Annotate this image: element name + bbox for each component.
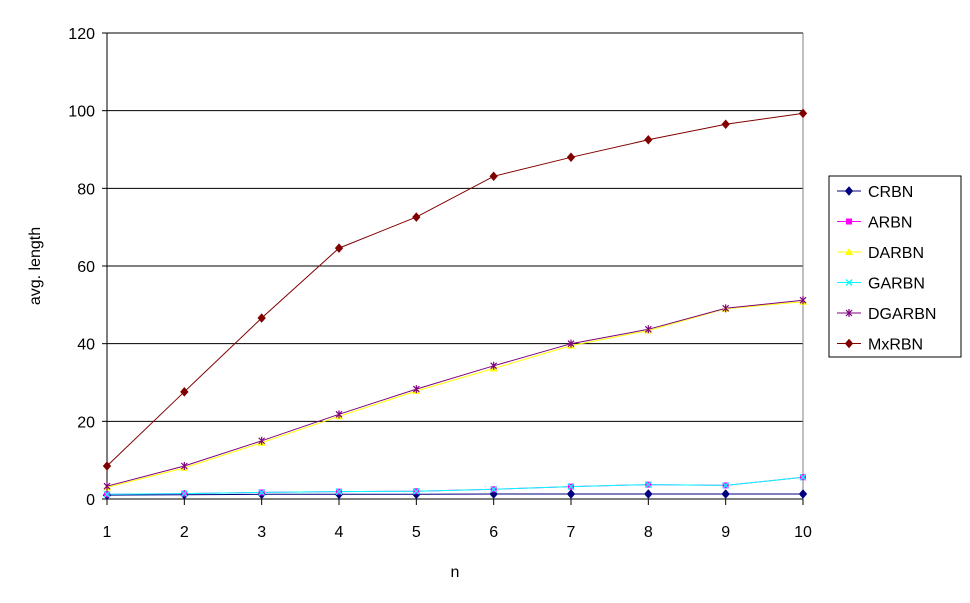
data-point-dgarbn [180,461,188,470]
data-point-dgarbn [103,482,111,491]
data-point-garbn [335,488,343,496]
series-lines [106,112,804,496]
legend-item-garbn: GARBN [837,276,925,293]
x-tick-label: 9 [721,524,730,541]
x-tick-label: 3 [257,524,266,541]
x-tick-label: 5 [412,524,421,541]
data-point-garbn [799,473,807,481]
legend-item-crbn: CRBN [837,184,913,201]
tick-labels: 0 20 40 60 80 100 120 1 2 3 4 5 6 7 8 9 10 [68,26,812,541]
series-line-arbn [106,476,804,495]
data-point-mxrbn [257,313,266,323]
x-tick-label: 7 [567,524,576,541]
x-tick-label: 8 [644,524,653,541]
data-point-crbn [644,489,653,499]
y-tick-label: 0 [86,492,95,509]
data-point-crbn [798,489,808,499]
data-point-dgarbn [799,296,807,305]
data-point-garbn [258,488,266,496]
legend-swatch-marker [844,338,854,349]
legend-label: ARBN [868,215,912,232]
legend-label: GARBN [868,276,925,293]
data-point-mxrbn [180,387,189,397]
axes [102,32,804,505]
legend-item-darbn: DARBN [837,245,924,262]
data-point-mxrbn [334,243,344,253]
data-point-dgarbn [567,339,575,348]
y-tick-label: 100 [68,104,95,121]
legend-label: DGARBN [868,306,936,323]
legend-swatch-marker [845,279,853,286]
data-point-garbn [567,483,575,491]
data-point-dgarbn [644,325,652,334]
legend-swatch-marker [844,186,854,196]
data-point-crbn [566,489,576,499]
legend-swatch-marker [845,248,853,255]
series-line-garbn [106,476,804,495]
x-tick-label: 1 [103,524,112,541]
x-axis-title: n [451,564,460,581]
data-point-mxrbn [566,152,576,163]
legend-label: CRBN [868,184,913,201]
y-tick-label: 120 [68,26,95,43]
legend-item-arbn: ARBN [837,215,912,232]
data-point-dgarbn [490,361,498,370]
gridlines [107,32,803,422]
data-point-dgarbn [722,304,730,313]
legend-label: DARBN [868,245,924,262]
y-axis-title: avg. length [27,227,44,305]
series-line-mxrbn [106,112,804,467]
data-point-garbn [412,487,420,495]
legend-box [828,175,962,358]
data-point-dgarbn [412,385,420,394]
legend-item-mxrbn: MxRBN [837,337,923,354]
x-tick-label: 2 [180,524,189,541]
data-point-mxrbn [489,171,498,182]
legend-label: MxRBN [868,337,923,354]
data-point-garbn [103,490,111,498]
x-tick-label: 6 [489,524,498,541]
data-point-garbn [180,490,188,498]
y-tick-label: 40 [77,337,95,354]
data-point-garbn [490,485,498,493]
data-point-crbn [721,489,730,499]
y-tick-label: 80 [77,181,95,198]
data-point-mxrbn [644,135,653,145]
series-line-darbn [106,301,804,488]
data-point-mxrbn [798,108,808,119]
legend-swatch-marker [845,309,853,317]
data-point-mxrbn [412,212,421,222]
legend: CRBN ARBN DARBN GARBN DGARBN MxRBN [828,175,962,358]
data-point-mxrbn [102,461,112,471]
x-tick-label: 4 [335,524,344,541]
series-line-dgarbn [106,299,804,487]
data-point-mxrbn [721,119,730,130]
x-tick-label: 10 [794,524,812,541]
data-point-dgarbn [258,436,266,445]
data-point-garbn [722,481,730,489]
legend-swatch-marker [846,218,852,225]
series-line-crbn [106,493,803,496]
data-point-garbn [644,481,652,489]
legend-item-dgarbn: DGARBN [837,306,936,323]
y-tick-label: 60 [77,259,95,276]
y-tick-label: 20 [77,414,95,431]
data-point-dgarbn [335,410,343,419]
series-markers [102,108,808,500]
